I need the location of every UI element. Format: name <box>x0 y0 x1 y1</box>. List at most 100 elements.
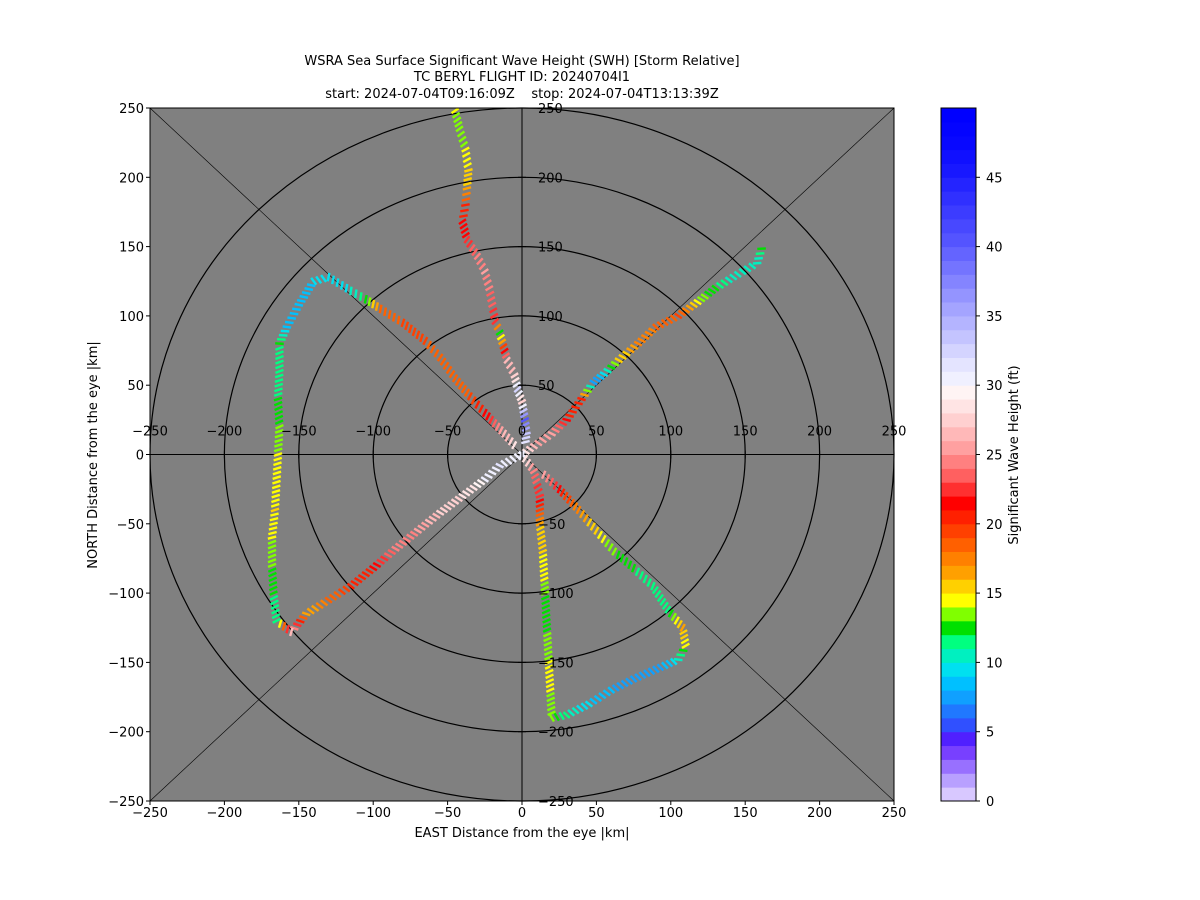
swh-marker <box>637 337 646 344</box>
swh-marker <box>275 368 284 374</box>
swh-marker <box>354 576 363 584</box>
swh-marker <box>673 616 680 625</box>
swh-marker <box>376 558 385 565</box>
swh-marker <box>277 619 283 629</box>
swh-marker <box>720 279 729 287</box>
colorbar-swatch <box>941 371 976 386</box>
inner-x-tick-label: −50 <box>434 425 461 440</box>
swh-marker <box>518 403 528 410</box>
swh-marker <box>545 673 554 680</box>
colorbar-swatch <box>941 440 976 455</box>
colorbar-swatch <box>941 385 976 400</box>
swh-marker <box>489 312 499 320</box>
colorbar-swatch <box>941 787 976 802</box>
swh-marker <box>579 509 586 519</box>
swh-marker <box>275 342 284 346</box>
colorbar-swatch <box>941 690 976 705</box>
swh-marker <box>593 526 600 536</box>
swh-marker <box>268 576 278 583</box>
swh-marker <box>331 275 336 285</box>
swh-marker <box>456 130 466 138</box>
swh-marker <box>623 557 629 566</box>
colorbar-tick-label: 5 <box>986 726 994 741</box>
swh-marker <box>450 498 460 505</box>
swh-marker <box>387 548 397 556</box>
swh-marker <box>350 579 359 587</box>
swh-marker <box>482 273 491 281</box>
swh-marker <box>463 168 473 173</box>
swh-marker <box>463 177 473 182</box>
swh-marker <box>521 454 529 463</box>
swh-marker <box>459 214 468 219</box>
swh-marker <box>271 498 280 504</box>
swh-marker <box>521 439 530 445</box>
swh-marker <box>535 525 545 532</box>
swh-marker <box>685 304 695 311</box>
swh-marker <box>273 452 283 457</box>
swh-marker <box>292 622 302 628</box>
swh-marker <box>289 625 299 631</box>
colorbar-swatch <box>941 662 976 677</box>
inner-y-tick-label: −150 <box>538 656 574 671</box>
swh-marker <box>540 590 550 596</box>
swh-marker <box>615 550 621 560</box>
inner-x-tick-label: 100 <box>658 425 683 440</box>
colorbar-swatch <box>941 177 976 192</box>
colorbar-swatch <box>941 288 976 303</box>
swh-marker <box>593 694 603 702</box>
swh-marker <box>442 361 450 371</box>
swh-marker <box>454 377 462 387</box>
swh-marker <box>646 578 652 587</box>
inner-tick-labels: −250 −200 −150 −100 −50 0 50 100 150 200 250 −250 −2… <box>132 102 906 810</box>
swh-marker <box>534 439 543 447</box>
swh-marker <box>535 507 545 513</box>
swh-marker <box>296 298 306 303</box>
swh-marker <box>548 477 555 487</box>
colorbar-swatch <box>941 191 976 206</box>
swh-marker <box>311 604 320 612</box>
colorbar-swatch <box>941 329 976 345</box>
swh-marker <box>596 530 604 540</box>
colorbar-swatch <box>941 773 976 788</box>
swh-marker <box>374 302 380 311</box>
swh-marker <box>544 654 553 661</box>
swh-marker <box>435 509 445 516</box>
swh-marker <box>328 593 338 601</box>
inner-x-tick-label: −150 <box>281 425 317 440</box>
swh-marker <box>337 588 347 596</box>
swh-marker <box>273 456 283 462</box>
swh-marker <box>704 290 713 297</box>
colorbar-swatch <box>941 634 976 650</box>
swh-marker <box>342 585 351 593</box>
swh-marker <box>647 667 656 676</box>
colorbar-swatch <box>941 717 976 733</box>
swh-marker <box>484 473 493 479</box>
swh-marker <box>485 412 492 421</box>
chart-title-line-1: WSRA Sea Surface Significant Wave Height… <box>304 54 740 69</box>
swh-marker <box>274 414 284 421</box>
swh-marker <box>540 470 547 480</box>
swh-marker <box>275 423 284 430</box>
swh-marker <box>461 146 470 153</box>
swh-marker <box>461 151 471 158</box>
swh-marker <box>272 479 281 485</box>
swh-marker <box>676 619 683 629</box>
swh-marker <box>733 270 742 278</box>
swh-marker <box>315 275 323 285</box>
x-axis-label: EAST Distance from the eye |km| <box>414 826 629 841</box>
swh-marker <box>511 376 520 384</box>
swh-marker <box>267 558 277 564</box>
swh-marker <box>417 524 426 531</box>
swh-marker <box>466 239 474 248</box>
swh-marker <box>689 301 698 309</box>
swh-marker <box>270 512 279 517</box>
inner-y-tick-label: −250 <box>538 795 574 810</box>
swh-marker <box>625 677 634 686</box>
swh-marker <box>387 310 392 319</box>
swh-marker <box>634 567 641 577</box>
swh-marker <box>324 596 333 604</box>
swh-marker <box>450 107 460 115</box>
swh-marker <box>537 543 547 550</box>
swh-marker <box>267 539 277 545</box>
swh-marker <box>480 476 490 483</box>
